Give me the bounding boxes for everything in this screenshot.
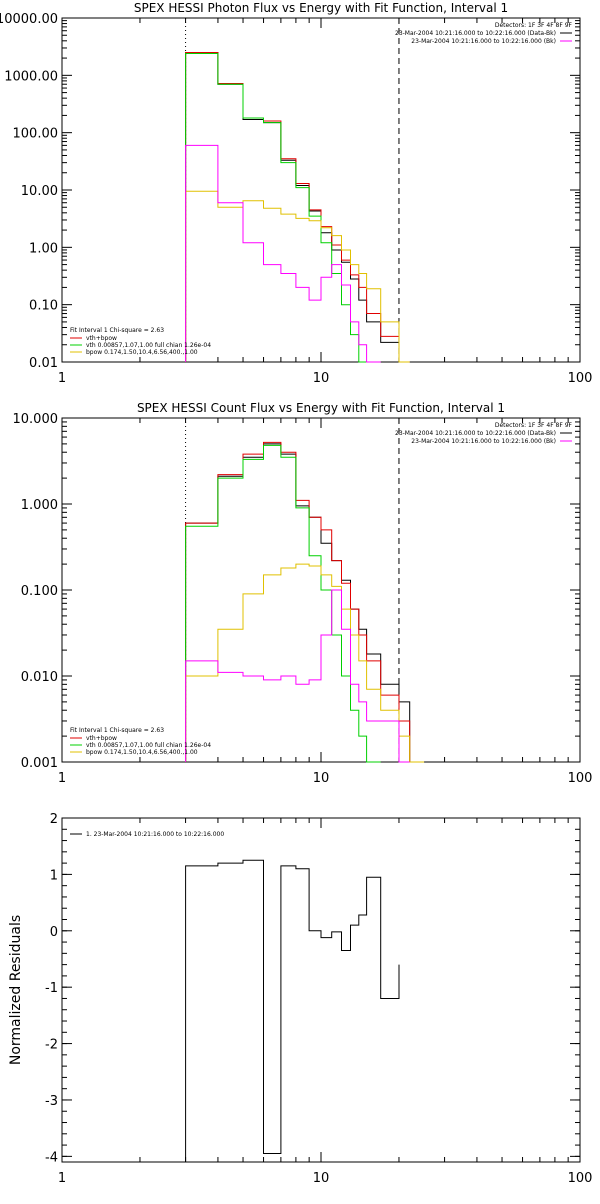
legend-right-entry: 23-Mar-2004 10:21:16.000 to 10:22:16.000…	[411, 38, 556, 45]
y-tick-label: 10.000	[13, 412, 59, 427]
y-tick-label: 1000.00	[4, 69, 58, 84]
y-tick-label: 1.000	[21, 498, 58, 513]
series-line-background	[185, 589, 410, 763]
y-tick-label: -1	[45, 981, 58, 996]
legend-right-entry: 23-Mar-2004 10:21:16.000 to 10:22:16.000…	[395, 30, 556, 37]
plot-frame	[61, 17, 581, 363]
x-tick-label: 100	[568, 1171, 593, 1186]
legend-series-label: vth 0.00857,1.07,1.00 full chian 1.26e-0…	[86, 342, 211, 349]
detectors-label: Detectors: 1F 3F 4F 8F 9F	[495, 22, 573, 29]
legend-fit-title: Fit Interval 1 Chi-square = 2.63	[70, 327, 164, 334]
legend-right-entry: 23-Mar-2004 10:21:16.000 to 10:22:16.000…	[411, 438, 556, 445]
series-line-vth	[185, 444, 381, 763]
chart-title: SPEX HESSI Count Flux vs Energy with Fit…	[137, 401, 505, 415]
legend-series-label: vth 0.00857,1.07,1.00 full chian 1.26e-0…	[86, 742, 211, 749]
legend-series-label: 1. 23-Mar-2004 10:21:16.000 to 10:22:16.…	[86, 831, 224, 838]
legend-series-label: vth+bpow	[86, 335, 117, 342]
detectors-label: Detectors: 1F 3F 4F 8F 9F	[495, 422, 573, 429]
chart-panel-1	[61, 17, 581, 363]
legend-fit-title: Fit Interval 1 Chi-square = 2.63	[70, 727, 164, 734]
x-tick-label: 10	[313, 371, 330, 386]
legend-series-label: vth+bpow	[86, 735, 117, 742]
series-line-data	[185, 859, 400, 1162]
y-tick-label: 10000.00	[0, 12, 58, 27]
plot-frame	[61, 817, 581, 1163]
x-tick-label: 1	[58, 771, 66, 786]
x-tick-label: 1	[58, 371, 66, 386]
y-tick-label: -2	[45, 1038, 58, 1053]
series-line-bpow	[185, 563, 425, 763]
x-tick-label: 1	[58, 1171, 66, 1186]
y-tick-label: 10.00	[21, 184, 58, 199]
chart-title: SPEX HESSI Photon Flux vs Energy with Fi…	[134, 1, 508, 15]
y-tick-label: 0.010	[21, 670, 58, 685]
legend-series-label: bpow 0.174,1.50,10.4,6.56,400.,1.00	[86, 749, 198, 756]
y-tick-label: 0.001	[21, 756, 58, 771]
y-axis-label: Normalized Residuals	[8, 915, 24, 1065]
series-line-bpow	[185, 190, 410, 363]
y-tick-label: 0.10	[29, 299, 58, 314]
y-tick-label: 1	[50, 868, 58, 883]
y-tick-label: 0.100	[21, 584, 58, 599]
y-tick-label: -4	[45, 1150, 58, 1165]
x-tick-label: 10	[313, 1171, 330, 1186]
y-tick-label: 0.01	[29, 356, 58, 371]
legend-right-entry: 23-Mar-2004 10:21:16.000 to 10:22:16.000…	[395, 430, 556, 437]
y-tick-label: -3	[45, 1094, 58, 1109]
y-tick-label: 0	[50, 925, 58, 940]
series-line-data	[185, 443, 411, 762]
y-tick-label: 1.00	[29, 241, 58, 256]
legend-series-label: bpow 0.174,1.50,10.4,6.56,400.,1.00	[86, 349, 198, 356]
x-tick-label: 10	[313, 771, 330, 786]
series-line-background	[185, 144, 381, 363]
y-tick-label: 2	[50, 812, 58, 827]
x-tick-label: 100	[568, 771, 593, 786]
x-tick-label: 100	[568, 371, 593, 386]
y-tick-label: 100.00	[13, 127, 59, 142]
chart-panel-3	[61, 817, 581, 1163]
series-line-total	[185, 441, 411, 762]
chart-panel-2	[61, 417, 581, 763]
series-line-vth	[185, 53, 367, 363]
